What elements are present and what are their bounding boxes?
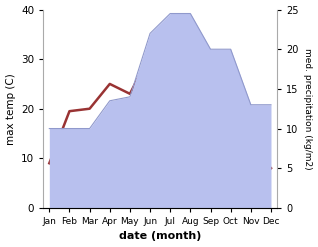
Y-axis label: max temp (C): max temp (C) [5, 73, 16, 144]
Y-axis label: med. precipitation (kg/m2): med. precipitation (kg/m2) [303, 48, 313, 169]
X-axis label: date (month): date (month) [119, 231, 201, 242]
